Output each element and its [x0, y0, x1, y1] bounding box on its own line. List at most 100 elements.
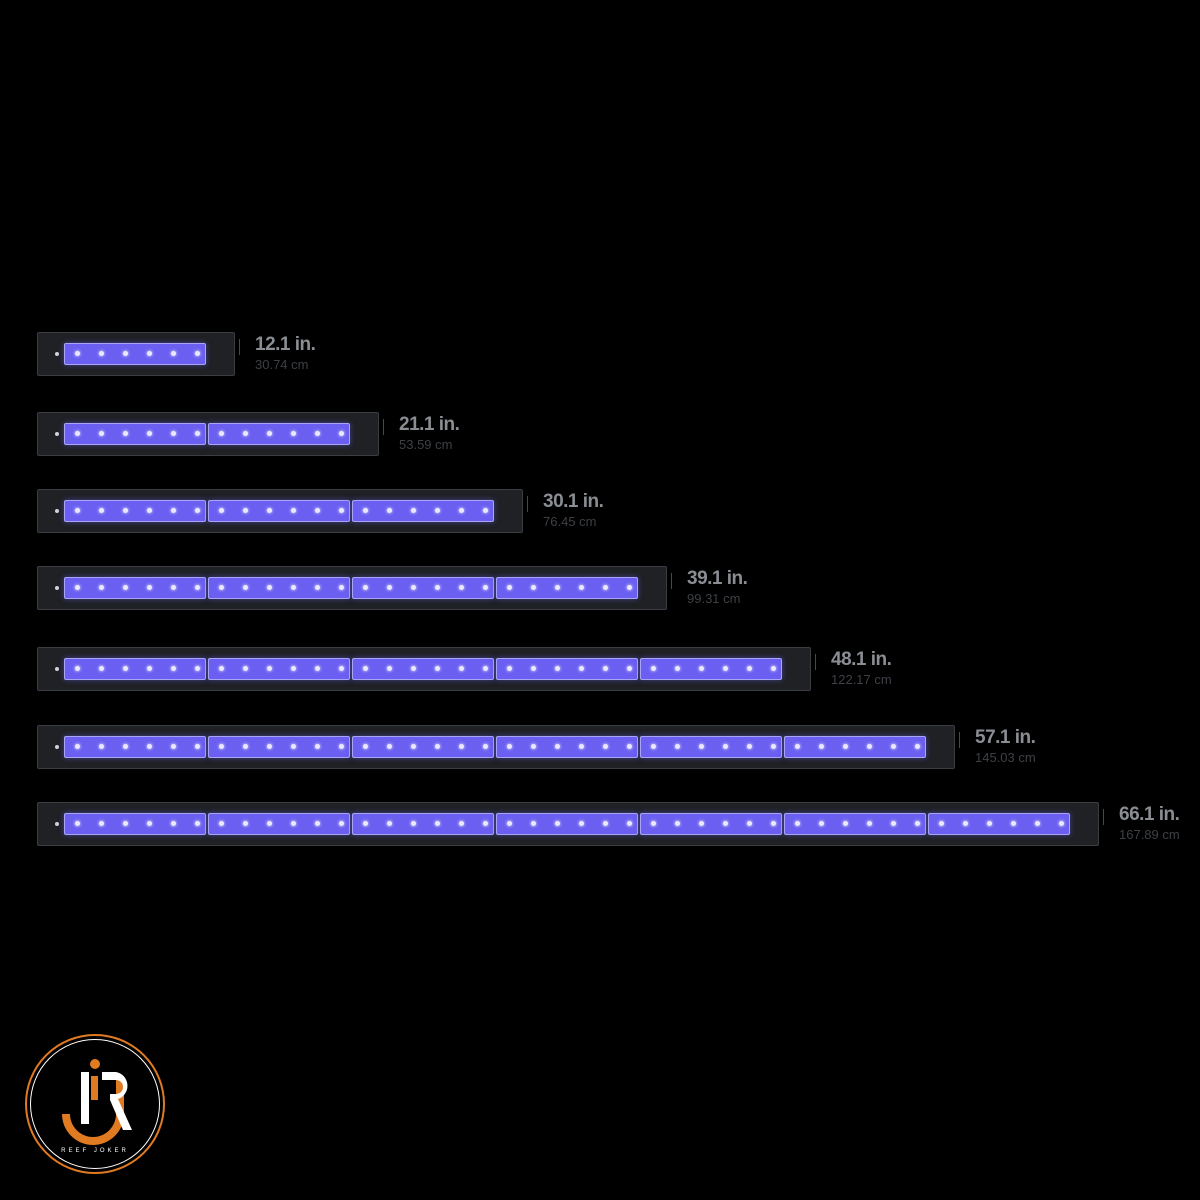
led — [675, 744, 680, 749]
led — [147, 431, 152, 436]
led — [339, 744, 344, 749]
led — [939, 821, 944, 826]
led-module — [352, 736, 494, 758]
led — [195, 744, 200, 749]
led — [315, 666, 320, 671]
led — [267, 585, 272, 590]
led — [75, 585, 80, 590]
led — [123, 351, 128, 356]
led — [339, 821, 344, 826]
led — [387, 508, 392, 513]
led — [123, 821, 128, 826]
led — [723, 821, 728, 826]
led — [435, 585, 440, 590]
led — [531, 585, 536, 590]
led — [315, 431, 320, 436]
led — [171, 821, 176, 826]
led — [99, 666, 104, 671]
led — [843, 821, 848, 826]
led — [771, 666, 776, 671]
led — [627, 744, 632, 749]
led — [171, 431, 176, 436]
led — [99, 744, 104, 749]
led — [291, 666, 296, 671]
led — [507, 585, 512, 590]
led — [99, 431, 104, 436]
led-module — [496, 736, 638, 758]
led — [75, 744, 80, 749]
light-bar — [37, 647, 816, 691]
led — [435, 821, 440, 826]
led — [147, 821, 152, 826]
led — [819, 744, 824, 749]
led — [723, 666, 728, 671]
led — [171, 508, 176, 513]
led — [771, 744, 776, 749]
size-label: 48.1 in. 122.17 cm — [831, 649, 892, 687]
led — [267, 508, 272, 513]
led — [75, 821, 80, 826]
led-module — [352, 658, 494, 680]
led — [339, 585, 344, 590]
led — [147, 585, 152, 590]
led — [219, 508, 224, 513]
led — [891, 821, 896, 826]
led — [483, 821, 488, 826]
size-label: 30.1 in. 76.45 cm — [543, 491, 604, 529]
led — [483, 585, 488, 590]
led-module — [640, 658, 782, 680]
led — [243, 508, 248, 513]
led — [99, 351, 104, 356]
led — [603, 666, 608, 671]
led-module — [208, 658, 350, 680]
led — [411, 744, 416, 749]
light-bar — [37, 489, 528, 533]
length-inches: 48.1 in. — [831, 649, 892, 670]
led — [411, 508, 416, 513]
led — [267, 821, 272, 826]
size-label: 39.1 in. 99.31 cm — [687, 568, 748, 606]
indicator-dot — [55, 352, 59, 356]
led — [291, 821, 296, 826]
led — [507, 666, 512, 671]
led — [435, 744, 440, 749]
led — [579, 666, 584, 671]
led-module — [784, 813, 926, 835]
led — [219, 821, 224, 826]
led — [339, 508, 344, 513]
led-module — [352, 813, 494, 835]
led — [75, 508, 80, 513]
led — [243, 666, 248, 671]
led-module — [208, 500, 350, 522]
led — [195, 585, 200, 590]
led — [651, 821, 656, 826]
led — [699, 666, 704, 671]
indicator-dot — [55, 822, 59, 826]
led — [507, 744, 512, 749]
led-module — [64, 577, 206, 599]
led — [267, 744, 272, 749]
led — [123, 508, 128, 513]
led — [123, 744, 128, 749]
led — [195, 508, 200, 513]
led — [123, 585, 128, 590]
led — [195, 351, 200, 356]
led — [651, 744, 656, 749]
led — [243, 744, 248, 749]
led-module — [352, 500, 494, 522]
led — [147, 508, 152, 513]
led — [459, 585, 464, 590]
led — [219, 431, 224, 436]
led — [531, 666, 536, 671]
led — [339, 431, 344, 436]
led — [603, 585, 608, 590]
led — [315, 585, 320, 590]
led — [123, 666, 128, 671]
led — [531, 821, 536, 826]
led — [579, 585, 584, 590]
led-module — [640, 813, 782, 835]
light-bar — [37, 332, 240, 376]
led — [171, 666, 176, 671]
led — [315, 508, 320, 513]
light-bar — [37, 725, 960, 769]
